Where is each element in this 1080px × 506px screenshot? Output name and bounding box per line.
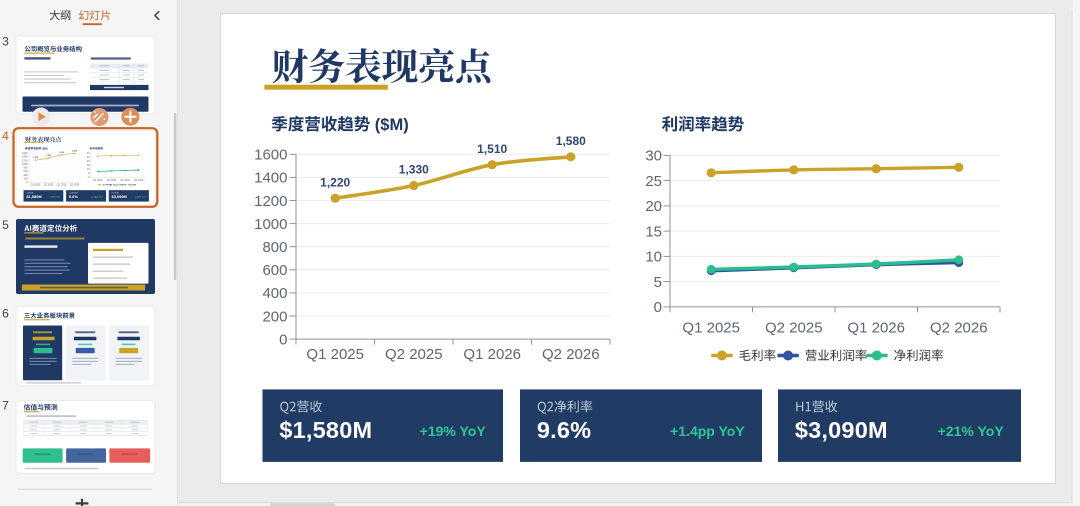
svg-text:1,510: 1,510 [477,142,507,156]
svg-text:400: 400 [262,285,287,302]
svg-text:1200: 1200 [254,193,287,210]
svg-text:4: 4 [2,129,9,143]
svg-text:800: 800 [262,239,287,256]
svg-text:1,220: 1,220 [320,175,350,189]
svg-text:1000: 1000 [254,216,287,233]
svg-text:25: 25 [645,173,662,190]
svg-text:$3,090M: $3,090M [795,417,888,443]
svg-text:1400: 1400 [254,170,287,187]
svg-text:6: 6 [2,307,9,321]
svg-text:10: 10 [645,249,662,266]
svg-text:+19% YoY: +19% YoY [420,423,487,439]
svg-text:5: 5 [654,274,662,291]
svg-text:3: 3 [2,34,9,48]
svg-text:7: 7 [2,399,9,413]
svg-text:Q2 2025: Q2 2025 [765,320,823,337]
svg-text:Q2 2025: Q2 2025 [385,346,443,363]
svg-text:Q1 2026: Q1 2026 [463,346,521,363]
svg-text:30: 30 [645,148,662,165]
svg-text:200: 200 [262,308,287,325]
svg-text:Q2 2026: Q2 2026 [930,320,988,337]
svg-text:Q1 2026: Q1 2026 [847,320,905,337]
svg-text:Q1 2025: Q1 2025 [306,346,364,363]
svg-text:$1,580M: $1,580M [279,417,372,443]
svg-text:20: 20 [645,198,662,215]
svg-text:600: 600 [262,262,287,279]
svg-text:5: 5 [2,218,9,232]
svg-text:($M): ($M) [375,116,409,134]
svg-text:Q1 2025: Q1 2025 [682,320,740,337]
svg-text:0: 0 [279,331,287,348]
svg-text:0: 0 [654,299,662,316]
svg-text:15: 15 [645,223,662,240]
svg-text:+21% YoY: +21% YoY [938,423,1005,439]
svg-text:+1.4pp YoY: +1.4pp YoY [670,423,745,439]
svg-text:Q2 2026: Q2 2026 [542,346,600,363]
svg-text:1,580: 1,580 [556,134,586,148]
svg-text:9.6%: 9.6% [537,417,591,443]
svg-text:1600: 1600 [254,147,287,164]
svg-text:1,330: 1,330 [399,163,429,177]
